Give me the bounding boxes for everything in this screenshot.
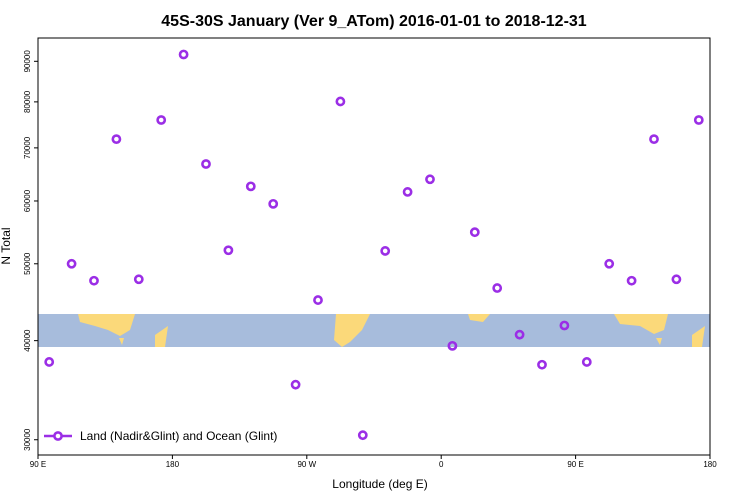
point — [604, 258, 615, 269]
y-tick-label: 40000 — [23, 329, 32, 352]
y-tick-label: 80000 — [23, 90, 32, 113]
legend-label: Land (Nadir&Glint) and Ocean (Glint) — [80, 429, 277, 443]
point — [133, 274, 144, 285]
map-strip — [38, 314, 710, 347]
point — [313, 295, 323, 305]
point — [447, 340, 458, 351]
point — [89, 275, 99, 286]
point — [335, 96, 346, 107]
y-tick-label: 50000 — [23, 252, 32, 275]
point — [245, 181, 256, 192]
point — [223, 245, 234, 256]
point — [469, 227, 480, 238]
x-tick-label: 0 — [439, 460, 444, 469]
point — [380, 246, 391, 256]
point — [626, 275, 637, 286]
plot-frame — [37, 37, 711, 456]
legend-marker — [53, 431, 63, 441]
point — [357, 430, 368, 441]
chart-title: 45S-30S January (Ver 9_ATom) 2016-01-01 … — [161, 13, 587, 30]
point — [671, 274, 682, 285]
point — [581, 357, 592, 367]
x-axis-label: Longitude (deg E) — [332, 477, 427, 491]
point — [425, 174, 435, 185]
point — [537, 359, 547, 370]
y-tick-label: 60000 — [23, 189, 32, 212]
x-tick-label: 180 — [166, 460, 180, 469]
y-tick-label: 30000 — [23, 428, 32, 451]
point — [111, 134, 122, 145]
point — [156, 115, 167, 125]
y-tick-label: 90000 — [23, 50, 32, 73]
point — [492, 283, 503, 293]
point — [290, 379, 301, 390]
y-tick-label: 70000 — [23, 136, 32, 159]
point — [559, 320, 570, 331]
point — [649, 134, 659, 145]
point — [693, 115, 704, 125]
point — [514, 329, 525, 340]
point — [402, 187, 413, 197]
x-tick-label: 90 W — [297, 460, 316, 469]
y-axis-label: N Total — [0, 227, 13, 264]
point — [268, 198, 279, 209]
point — [178, 49, 189, 60]
point — [201, 159, 211, 169]
x-tick-label: 180 — [703, 460, 717, 469]
x-tick-label: 90 E — [30, 460, 46, 469]
point — [44, 357, 55, 367]
x-tick-label: 90 E — [567, 460, 583, 469]
point — [66, 258, 77, 269]
